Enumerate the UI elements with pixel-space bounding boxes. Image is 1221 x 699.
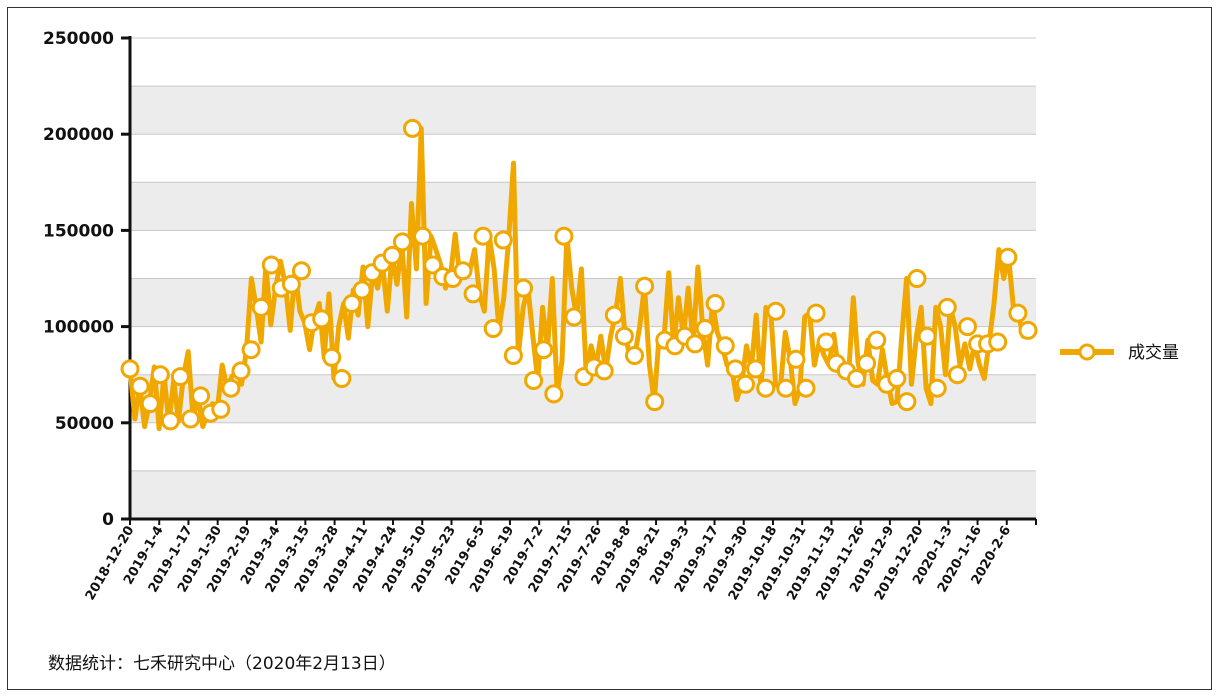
data-point <box>776 378 796 398</box>
y-tick-label: 50000 <box>55 414 114 434</box>
data-point <box>423 255 443 275</box>
data-point <box>927 378 947 398</box>
data-point <box>594 361 614 381</box>
data-point <box>342 294 362 313</box>
data-point <box>352 280 372 300</box>
data-point <box>473 226 493 246</box>
data-point <box>564 307 584 327</box>
data-point <box>463 284 483 304</box>
plot-band <box>130 86 1036 135</box>
data-point <box>604 305 624 325</box>
data-point <box>181 409 200 429</box>
y-tick-label: 200000 <box>43 125 114 145</box>
data-point <box>746 359 766 379</box>
data-point <box>988 332 1008 352</box>
data-point <box>251 297 271 317</box>
data-point <box>887 369 907 388</box>
legend: 成交量 <box>1060 343 1179 363</box>
y-axis: 0 50000 100000 150000 200000 250000 <box>43 29 132 530</box>
data-point <box>958 317 977 337</box>
y-tick-label: 150000 <box>43 221 114 241</box>
data-point <box>715 336 735 356</box>
data-point <box>544 384 564 404</box>
data-point <box>1008 303 1028 323</box>
data-point <box>120 359 140 379</box>
source-note: 数据统计：七禾研究中心（2020年2月13日） <box>48 654 396 674</box>
data-point <box>281 274 301 294</box>
data-point <box>524 371 544 390</box>
data-point <box>645 392 665 412</box>
data-point <box>483 319 503 338</box>
data-point <box>756 378 776 398</box>
data-point <box>312 309 332 329</box>
data-point <box>857 353 877 373</box>
data-point <box>685 334 705 354</box>
plot-band <box>130 182 1036 231</box>
data-point <box>140 394 160 414</box>
series-markers <box>120 118 1038 431</box>
data-point <box>191 386 211 406</box>
legend-marker-swatch <box>1078 343 1096 361</box>
data-point <box>786 349 806 369</box>
data-point <box>907 269 927 288</box>
data-point <box>392 232 412 252</box>
data-point <box>625 346 644 365</box>
data-point <box>937 297 957 317</box>
data-point <box>332 369 352 388</box>
data-point <box>534 340 554 360</box>
plot-band <box>130 470 1036 519</box>
data-point <box>150 365 170 385</box>
data-point <box>947 365 967 385</box>
data-point <box>231 361 251 381</box>
data-point <box>403 118 422 138</box>
data-point <box>766 301 786 321</box>
data-point <box>806 303 826 323</box>
data-point <box>413 226 433 246</box>
data-point <box>816 332 836 352</box>
data-point <box>897 392 917 412</box>
data-point <box>614 326 634 346</box>
data-point <box>847 369 866 388</box>
data-point <box>695 319 715 338</box>
data-point <box>221 378 241 398</box>
data-point <box>796 378 816 398</box>
data-point <box>635 276 655 296</box>
data-point <box>917 326 937 346</box>
data-point <box>160 411 180 431</box>
data-point <box>211 399 231 419</box>
x-axis: 2018-12-202019-1-42019-1-172019-1-302019… <box>83 517 1037 604</box>
data-point <box>503 346 523 365</box>
data-point <box>725 359 745 379</box>
data-point <box>241 340 261 360</box>
x-tick-label: 2018-12-20 <box>83 524 138 604</box>
data-point <box>867 330 887 350</box>
data-point <box>382 245 402 265</box>
data-point <box>514 278 533 298</box>
y-tick-label: 100000 <box>43 318 114 338</box>
data-point <box>705 294 725 313</box>
legend-label: 成交量 <box>1128 343 1179 363</box>
y-tick-label: 250000 <box>43 29 114 49</box>
data-point <box>736 374 755 394</box>
data-point <box>130 376 150 396</box>
y-tick-label: 0 <box>102 510 114 530</box>
data-point <box>170 367 190 387</box>
data-point <box>261 255 281 275</box>
data-point <box>554 226 574 246</box>
data-point <box>322 347 342 367</box>
data-point <box>292 261 311 281</box>
data-point <box>1018 320 1038 340</box>
data-point <box>453 261 473 281</box>
data-point <box>493 230 513 250</box>
data-point <box>998 247 1018 267</box>
plot-bands <box>130 86 1036 519</box>
